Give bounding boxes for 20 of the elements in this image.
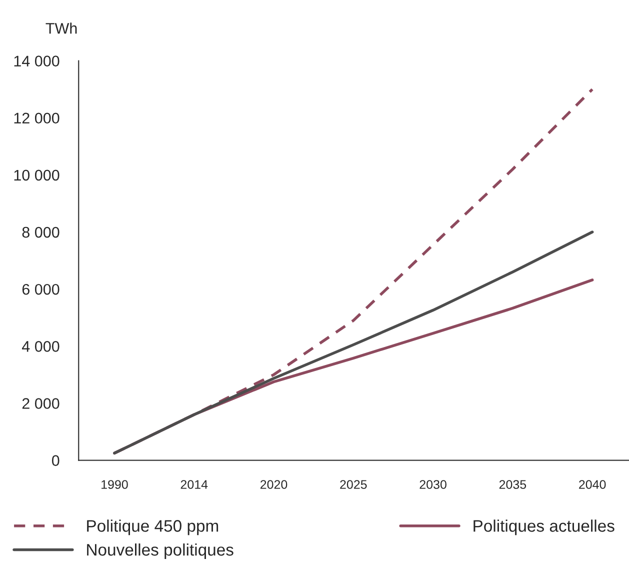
y-tick-label: 12 000 <box>14 112 60 124</box>
y-axis-title: TWh <box>46 22 77 34</box>
x-tick-label: 2025 <box>340 480 367 489</box>
legend-label: Politique 450 ppm <box>87 520 218 536</box>
y-tick-label: 10 000 <box>14 170 60 181</box>
x-tick-label: 2030 <box>420 480 446 489</box>
y-tick-label: 2 000 <box>22 398 60 409</box>
x-tick-label: 2020 <box>260 480 288 489</box>
x-tick-label: 1990 <box>102 480 128 489</box>
line-series <box>113 230 594 455</box>
y-tick-label: 0 <box>52 455 60 466</box>
legend-label: Nouvelles politiques <box>87 543 234 559</box>
x-tick-label: 2035 <box>499 480 526 489</box>
x-tick-label: 2014 <box>180 480 208 489</box>
legend-label: Politiques actuelles <box>474 520 614 536</box>
x-tick-label: 2040 <box>579 480 606 489</box>
y-tick-label: 8 000 <box>22 226 60 238</box>
y-tick-label: 6 000 <box>22 284 60 295</box>
y-tick-label: 14 000 <box>14 56 60 66</box>
y-tick-label: 4 000 <box>22 341 60 352</box>
